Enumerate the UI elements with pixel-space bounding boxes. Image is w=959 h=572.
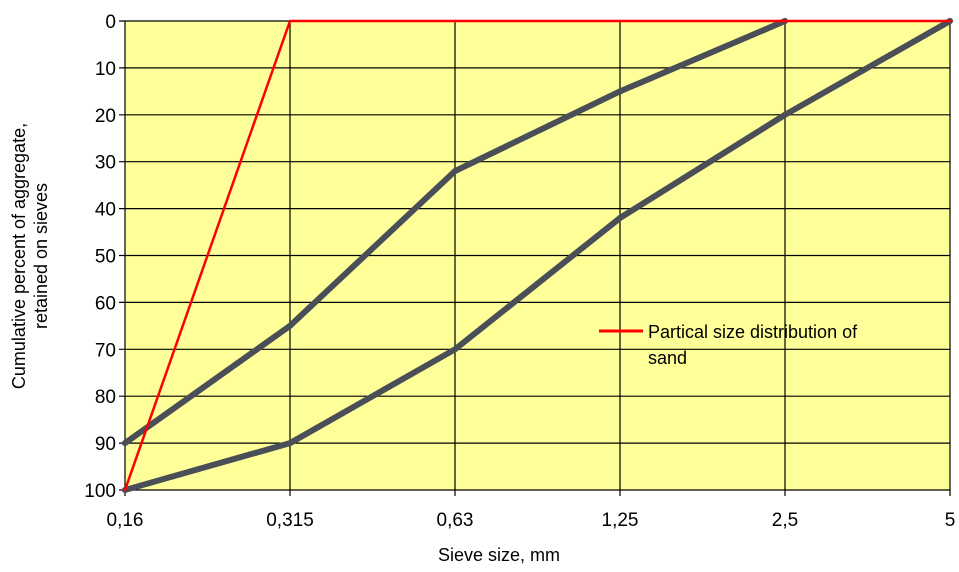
y-tick-label: 60 <box>95 293 116 314</box>
y-tick-label: 50 <box>95 247 116 268</box>
y-tick-label: 80 <box>95 387 116 408</box>
series-point-1-2 <box>452 346 458 353</box>
y-axis-title-line-2: retained on sieves <box>31 183 51 329</box>
y-tick-labels: 0 10 20 30 40 50 60 70 80 90 100 <box>84 12 116 502</box>
y-tick-label: 70 <box>95 340 116 361</box>
series-point-2-3 <box>618 19 622 23</box>
series-lines <box>122 18 953 493</box>
series-point-2-5 <box>948 19 952 23</box>
series-point-0-3 <box>617 88 623 95</box>
series-point-2-0 <box>123 488 127 492</box>
series-line-sand <box>123 19 952 492</box>
y-axis-title-line-1: Cumulative percent of aggregate, <box>9 123 29 389</box>
x-tick-label: 0,16 <box>107 510 144 531</box>
x-tick-label: 0,63 <box>437 510 474 531</box>
y-tick-label: 40 <box>95 200 116 221</box>
series-point-0-2 <box>452 168 458 175</box>
x-tick-label: 0,315 <box>266 510 314 531</box>
series-point-0-0 <box>122 440 128 447</box>
series-point-0-1 <box>287 322 293 329</box>
y-tick-label: 10 <box>95 59 116 80</box>
x-axis-title: Sieve size, mm <box>438 545 560 565</box>
series-point-1-4 <box>782 111 788 118</box>
y-tick-label: 90 <box>95 434 116 455</box>
y-tick-label: 0 <box>105 12 116 33</box>
x-tick-label: 5 <box>945 510 956 531</box>
series-point-1-3 <box>617 214 623 221</box>
y-tick-label: 30 <box>95 153 116 174</box>
x-tick-label: 2,5 <box>772 510 798 531</box>
series-point-2-2 <box>453 19 457 23</box>
y-tick-label: 20 <box>95 106 116 127</box>
series-point-2-4 <box>783 19 787 23</box>
x-tick-labels: 0,16 0,315 0,63 1,25 2,5 5 <box>107 510 956 531</box>
series-point-1-1 <box>287 440 293 447</box>
legend-label-line-1: Partical size distribution of <box>648 322 858 342</box>
series-line-lower-boundary <box>122 18 953 493</box>
y-tick-label: 100 <box>84 481 116 502</box>
legend-label-line-2: sand <box>648 348 687 368</box>
legend: Partical size distribution of sand <box>599 322 858 368</box>
series-point-2-1 <box>288 19 292 23</box>
x-tick-label: 1,25 <box>602 510 639 531</box>
